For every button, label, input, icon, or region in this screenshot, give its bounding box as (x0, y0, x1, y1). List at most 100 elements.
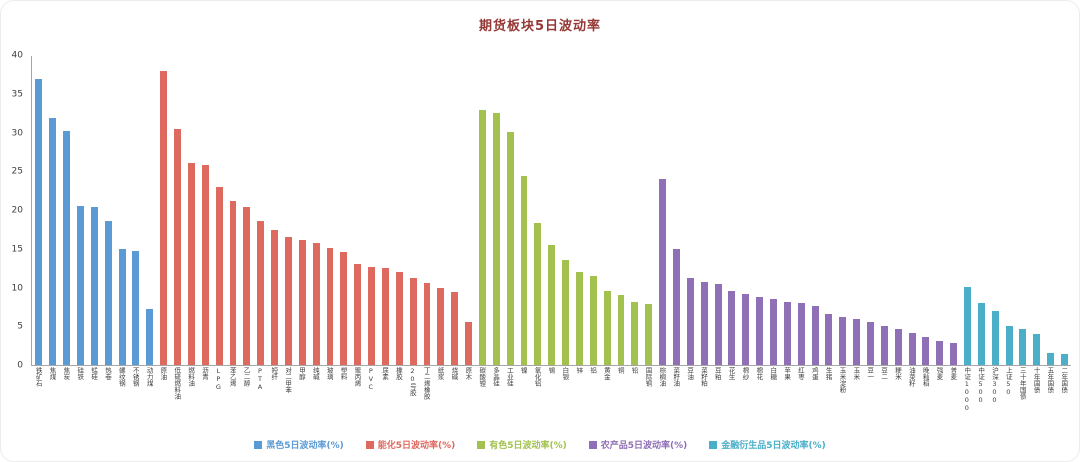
x-axis-label: 沪深300 (990, 367, 999, 404)
legend-swatch-icon (709, 440, 718, 449)
bar (673, 249, 680, 365)
bar (936, 341, 944, 365)
bar-slot (767, 56, 781, 365)
x-axis-label: 燃料油 (186, 367, 195, 387)
bar-slot (337, 56, 351, 365)
x-axis-label: 工业硅 (505, 367, 514, 387)
bar-slot (531, 56, 545, 365)
x-axis-label: 菜籽油 (671, 367, 680, 387)
bar (880, 325, 888, 365)
x-axis-label: 铁矿石 (34, 367, 43, 387)
x-axis-label: 白糖 (768, 367, 777, 380)
x-axis-label: 20号胶 (408, 367, 417, 396)
bar-slot (780, 56, 794, 365)
bar (742, 293, 750, 365)
legend-swatch-icon (588, 440, 597, 449)
bar-slot (545, 56, 559, 365)
bar (257, 221, 265, 365)
x-axis-label: 橡胶 (394, 367, 403, 380)
bar (368, 266, 376, 365)
bar (686, 278, 694, 365)
bar (437, 287, 445, 365)
bar-slot (947, 56, 961, 365)
bar-slot (933, 56, 947, 365)
x-axis-label: 豆粕 (713, 367, 722, 380)
bar (783, 301, 791, 365)
y-tick-label: 40 (11, 50, 23, 61)
bar (811, 306, 819, 365)
bar (506, 132, 514, 365)
bar (825, 314, 833, 365)
y-axis: 0 5 10 15 20 25 30 35 40 (1, 51, 27, 370)
bar-slot (157, 56, 171, 365)
x-axis-label: 豆油 (685, 367, 694, 380)
bar-slot (434, 56, 448, 365)
bar-slot (1016, 56, 1030, 365)
bar (409, 278, 417, 365)
legend-label: 有色5日波动率(%) (489, 441, 567, 451)
legend-item: 金融衍生品5日波动率(%) (709, 438, 826, 451)
bar (797, 303, 805, 365)
bar-slot (32, 56, 46, 365)
bar-slot (961, 56, 975, 365)
bar (631, 302, 639, 365)
bar (201, 164, 209, 365)
x-axis-label: 国际铜 (644, 367, 652, 387)
bar-slot (850, 56, 864, 365)
bar-slot (656, 56, 670, 365)
bar-slot (891, 56, 905, 365)
bar-slot (1002, 56, 1016, 365)
x-axis-label: 强麦 (935, 367, 944, 380)
bar-slot (753, 56, 767, 365)
legend-swatch-icon (477, 440, 486, 449)
x-axis-label: 玻璃 (325, 367, 334, 380)
legend-item: 能化5日波动率(%) (365, 438, 456, 451)
legend-label: 金融衍生品5日波动率(%) (721, 441, 826, 451)
x-axis-label: 十年国债 (1032, 367, 1041, 393)
bar (589, 276, 597, 365)
bar-slot (115, 56, 129, 365)
bar (839, 317, 847, 365)
bar (35, 79, 43, 365)
x-axis-label: 苹果 (782, 367, 791, 380)
bar (132, 250, 140, 365)
x-axis-label: 锡 (546, 367, 555, 374)
bar (451, 291, 459, 365)
bar (714, 283, 722, 365)
bar (118, 249, 126, 365)
bar (312, 242, 320, 365)
bar (534, 222, 542, 365)
bar-slot (462, 56, 476, 365)
bar-slot (60, 56, 74, 365)
x-axis-label: 纯碱 (311, 367, 320, 380)
x-axis-label: 晚籼稻 (921, 367, 930, 387)
bar-slot (323, 56, 337, 365)
bar (271, 229, 278, 365)
bar-slot (877, 56, 891, 365)
bar (1047, 352, 1055, 365)
bar (90, 207, 98, 365)
legend-label: 农产品5日波动率(%) (600, 441, 688, 451)
bar-slot (670, 56, 684, 365)
bar-slot (212, 56, 226, 365)
x-axis-label: 镍 (519, 367, 528, 374)
x-axis-label: 铅 (630, 367, 639, 374)
x-axis-label: 红枣 (796, 367, 805, 380)
bar-slot (573, 56, 587, 365)
bar-slot (254, 56, 268, 365)
x-axis-label: 对二甲苯 (283, 367, 292, 393)
bar (1033, 334, 1041, 365)
legend-label: 能化5日波动率(%) (377, 441, 456, 451)
bar-slot (559, 56, 573, 365)
bar-slot (309, 56, 323, 365)
y-tick-label: 35 (11, 89, 23, 100)
bar-slot (614, 56, 628, 365)
x-axis-label: PVC (366, 367, 375, 391)
legend-label: 黑色5日波动率(%) (266, 441, 344, 451)
bar-slot (489, 56, 503, 365)
bar (326, 247, 334, 365)
bar (340, 252, 348, 365)
bar (465, 321, 473, 365)
x-axis-label: 甲醇 (297, 367, 306, 380)
bar (950, 342, 958, 365)
